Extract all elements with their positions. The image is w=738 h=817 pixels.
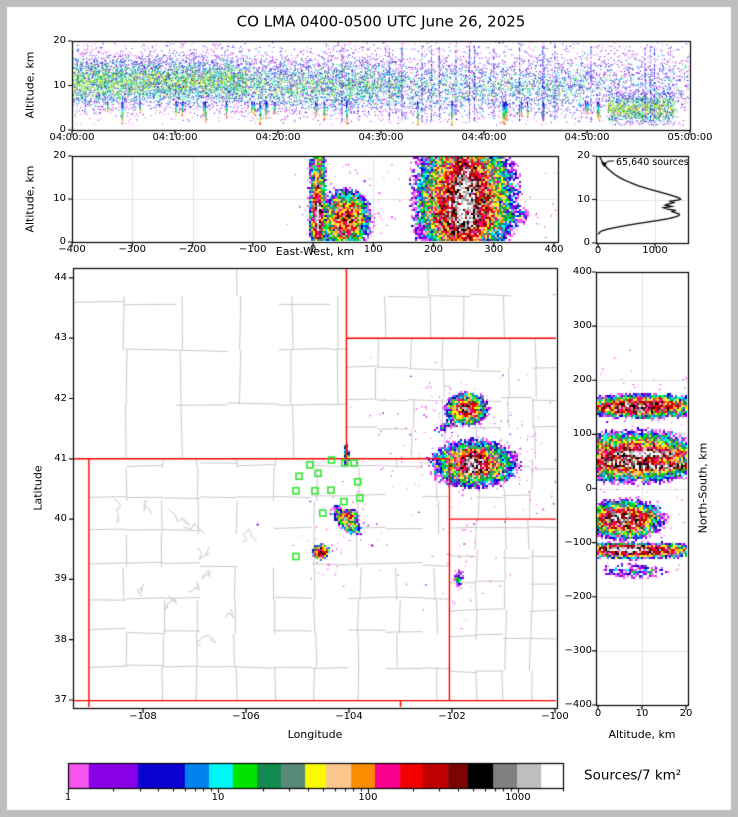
ew-axis-tick-label: 100	[363, 244, 383, 255]
ns-altitude-tick-label: 10	[635, 708, 649, 719]
colorbar-tick-label: 1	[64, 792, 72, 803]
ew-panel-ylabel: Altitude, km	[23, 165, 37, 233]
longitude-tick-label: −108	[129, 711, 157, 722]
latitude-tick-label: 42	[54, 392, 67, 404]
latitude-tick-label: 44	[54, 271, 67, 283]
ns-panel-ylabel: North-South, km	[696, 442, 710, 534]
longitude-tick-label: −102	[438, 711, 466, 722]
time-axis-tick-label: 04:20:00	[255, 132, 301, 143]
north-south-tick-label: −100	[564, 536, 592, 548]
latitude-tick-label: 41	[54, 452, 67, 464]
north-south-tick-label: −400	[564, 699, 592, 710]
ns-panel-xlabel: Altitude, km	[608, 728, 676, 741]
ns-altitude-tick-label: 0	[594, 708, 602, 719]
histogram-altitude-tick-label: 0	[583, 237, 590, 248]
colorbar-tick-label: 100	[358, 792, 378, 803]
time-panel-altitude-tick-label: 20	[53, 35, 66, 46]
time-axis-tick-label: 04:10:00	[152, 132, 198, 143]
ew-axis-tick-label: −100	[239, 244, 267, 255]
ew-axis-tick-label: 200	[423, 244, 444, 255]
longitude-tick-label: −104	[335, 711, 363, 722]
latitude-tick-label: 38	[54, 633, 67, 645]
histogram-count-tick-label: 0	[594, 245, 602, 256]
time-axis-tick-label: 04:30:00	[358, 132, 404, 143]
source-count-annotation: 65,640 sources	[616, 157, 689, 168]
histogram-altitude-tick-label: 20	[577, 150, 590, 161]
ew-axis-tick-label: −300	[118, 244, 146, 255]
map-ylabel: Latitude	[31, 465, 45, 511]
longitude-tick-label: −100	[541, 711, 569, 722]
histogram-altitude-tick-label: 10	[577, 193, 590, 205]
north-south-tick-label: 200	[572, 374, 592, 386]
north-south-tick-label: 0	[585, 482, 592, 494]
latitude-tick-label: 39	[54, 573, 67, 585]
colorbar-label: Sources/7 km²	[584, 767, 682, 784]
time-panel-ylabel: Altitude, km	[23, 51, 37, 119]
latitude-tick-label: 37	[54, 694, 67, 705]
longitude-tick-label: −106	[232, 711, 260, 722]
time-axis-tick-label: 05:00:00	[667, 132, 713, 143]
colorbar-tick-label: 10	[211, 792, 225, 803]
map-xlabel: Longitude	[287, 728, 343, 741]
time-panel-altitude-tick-label: 0	[59, 124, 66, 135]
north-south-tick-label: 300	[572, 320, 592, 332]
north-south-tick-label: 400	[572, 266, 592, 277]
figure-title: CO LMA 0400-0500 UTC June 26, 2025	[236, 12, 526, 31]
ew-panel-altitude-tick-label: 0	[59, 236, 66, 247]
time-axis-tick-label: 04:00:00	[49, 132, 95, 143]
ew-axis-tick-label: 300	[484, 244, 504, 255]
ew-axis-tick-label: −200	[178, 244, 207, 255]
latitude-tick-label: 40	[54, 513, 67, 525]
ew-panel-xlabel: East-West, km	[275, 245, 355, 258]
time-axis-tick-label: 04:50:00	[564, 132, 610, 143]
histogram-count-tick-label: 1000	[642, 245, 668, 256]
time-panel-altitude-tick-label: 10	[53, 79, 66, 91]
ew-axis-tick-label: 0	[309, 244, 317, 255]
ew-axis-tick-label: −400	[58, 244, 86, 255]
colorbar-tick-label: 1000	[505, 792, 531, 803]
north-south-tick-label: −300	[564, 644, 592, 656]
north-south-tick-label: 100	[572, 428, 592, 440]
latitude-tick-label: 43	[54, 332, 67, 344]
ew-panel-altitude-tick-label: 10	[53, 193, 66, 204]
ew-panel-altitude-tick-label: 20	[53, 150, 66, 161]
time-axis-tick-label: 04:40:00	[461, 132, 507, 143]
north-south-tick-label: −200	[564, 590, 592, 602]
ew-axis-tick-label: 400	[544, 244, 564, 255]
ns-altitude-tick-label: 20	[679, 708, 693, 719]
